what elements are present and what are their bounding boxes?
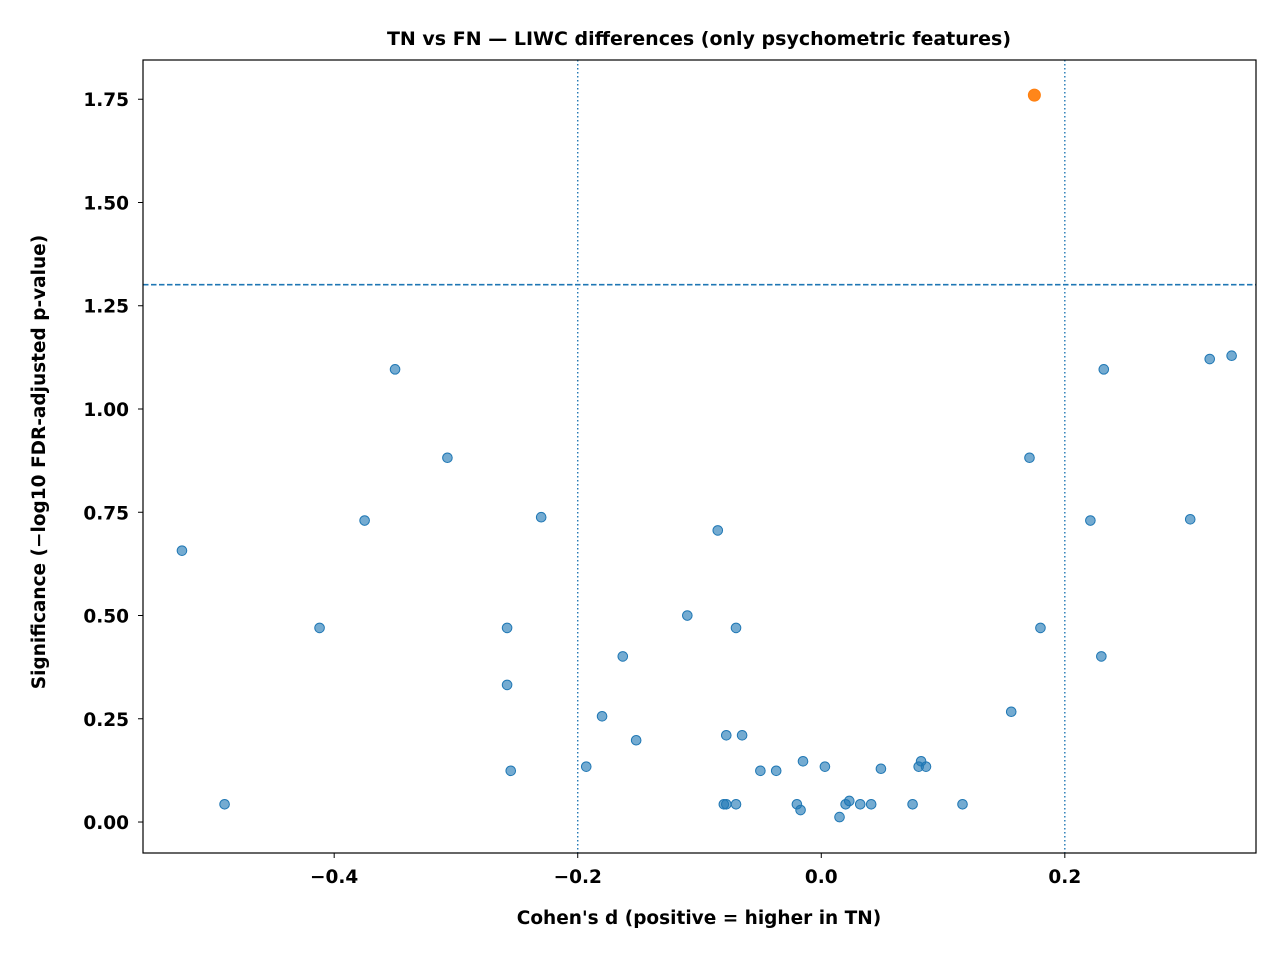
feature-point [501, 679, 513, 691]
y-tick-label: 1.00 [83, 400, 129, 421]
feature-point [819, 761, 831, 772]
feature-point [834, 811, 845, 823]
feature-point [795, 804, 806, 816]
x-axis-label: Cohen's d (positive = higher in TN) [517, 908, 881, 929]
feature-point [1184, 513, 1196, 525]
x-tick-label: 0.2 [1048, 867, 1081, 888]
feature-point [957, 798, 968, 810]
feature-point [682, 610, 693, 621]
feature-point [797, 756, 809, 767]
significant-point [1027, 88, 1041, 102]
feature-point [755, 765, 766, 777]
feature-point [843, 795, 855, 807]
x-tick-label: 0.0 [805, 867, 838, 888]
feature-point [865, 798, 877, 810]
feature-point [770, 765, 782, 777]
y-axis-label: Significance (−log10 FDR-adjusted p-valu… [29, 235, 50, 689]
feature-point [505, 765, 517, 777]
feature-point [720, 729, 732, 741]
data-points [176, 88, 1237, 823]
feature-point [730, 622, 742, 634]
y-tick-label: 0.25 [83, 710, 129, 731]
y-tick-label: 0.75 [83, 503, 129, 524]
x-tick-label: −0.2 [554, 867, 602, 888]
x-tick-label: −0.4 [310, 867, 358, 888]
feature-point [854, 798, 866, 810]
feature-point [359, 515, 370, 526]
feature-point [580, 761, 592, 772]
feature-point [1035, 622, 1046, 634]
feature-point [314, 622, 325, 634]
feature-point [501, 622, 513, 634]
feature-point [219, 798, 230, 810]
feature-point [875, 763, 887, 775]
feature-point [1024, 452, 1035, 464]
feature-point [1226, 350, 1237, 362]
feature-point [1096, 651, 1107, 662]
feature-point [1085, 515, 1096, 526]
plot-area-frame [142, 59, 1257, 854]
feature-point [907, 798, 918, 810]
feature-point [1204, 353, 1216, 365]
x-axis-ticks: −0.4 −0.2 0.0 0.2 [310, 853, 1081, 888]
y-tick-label: 1.25 [83, 297, 129, 318]
feature-point [1098, 364, 1110, 375]
y-tick-label: 0.50 [83, 607, 129, 628]
feature-point [736, 729, 748, 741]
feature-point [442, 452, 453, 464]
threshold-lines [143, 60, 1256, 853]
feature-point [1005, 706, 1017, 718]
y-tick-label: 0.00 [83, 813, 129, 834]
y-axis-ticks: 0.00 0.25 0.50 0.75 1.00 1.25 1.50 1.75 [83, 90, 143, 834]
feature-point [630, 734, 642, 746]
feature-point [617, 651, 629, 662]
y-tick-label: 1.50 [83, 193, 129, 214]
y-tick-label: 1.75 [83, 90, 129, 111]
feature-point [389, 364, 401, 375]
feature-point [730, 798, 742, 810]
feature-point [720, 798, 732, 810]
feature-point [920, 761, 932, 772]
feature-point [176, 545, 188, 556]
feature-point [712, 525, 724, 536]
chart-title: TN vs FN — LIWC differences (only psycho… [387, 28, 1011, 50]
feature-point [535, 511, 547, 523]
feature-point [596, 710, 608, 722]
